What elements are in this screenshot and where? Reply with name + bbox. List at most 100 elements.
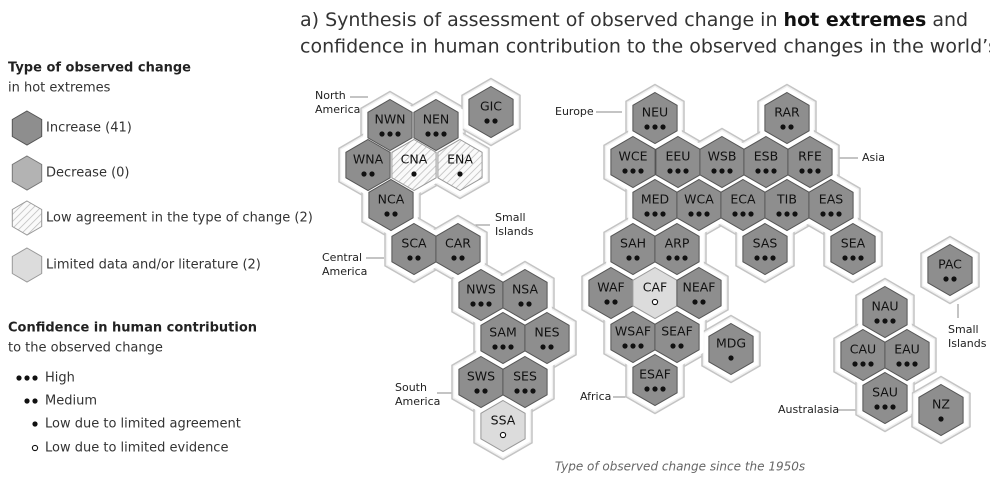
region-label: RFE bbox=[798, 149, 822, 164]
region-label: SAM bbox=[489, 325, 517, 340]
area-label: Islands bbox=[495, 225, 534, 238]
region: CAR bbox=[435, 222, 481, 276]
region: RAR bbox=[764, 91, 810, 145]
confidence-dot bbox=[395, 131, 401, 137]
region-hex bbox=[345, 138, 391, 192]
confidence-dot bbox=[478, 301, 484, 307]
confidence-dot bbox=[652, 124, 658, 130]
region: ESB bbox=[743, 135, 789, 189]
region-label: ECA bbox=[730, 192, 756, 207]
confidence-dot bbox=[470, 301, 476, 307]
region: NWS bbox=[458, 268, 504, 322]
legend-subheading: to the observed change bbox=[8, 341, 163, 356]
confidence-dot bbox=[622, 168, 628, 174]
confidence-dot bbox=[451, 255, 457, 261]
area-label: Australasia bbox=[778, 403, 839, 416]
confidence-dot bbox=[667, 168, 673, 174]
confidence-dot bbox=[548, 344, 554, 350]
region-label: NEU bbox=[642, 105, 668, 120]
title-line-2: confidence in human contribution to the … bbox=[300, 36, 990, 58]
region-hex bbox=[413, 98, 459, 152]
confidence-dot bbox=[474, 388, 480, 394]
region-hex bbox=[391, 138, 437, 192]
confidence-dot bbox=[32, 421, 38, 427]
area-label: Asia bbox=[862, 151, 885, 164]
region: WCE bbox=[610, 135, 656, 189]
region-hex bbox=[632, 353, 678, 407]
region-label: EAU bbox=[894, 342, 920, 357]
confidence-dot bbox=[700, 299, 706, 305]
legend-label: Increase (41) bbox=[46, 121, 132, 136]
region: PAC bbox=[927, 243, 973, 297]
confidence-dot bbox=[526, 301, 532, 307]
confidence-dot bbox=[638, 168, 644, 174]
region-label: SCA bbox=[401, 236, 427, 251]
region-hex bbox=[367, 98, 413, 152]
title-line-1: a) Synthesis of assessment of observed c… bbox=[300, 9, 968, 31]
region: GIC bbox=[468, 85, 514, 139]
region-label: ESAF bbox=[639, 367, 671, 382]
region-label: NWN bbox=[374, 112, 405, 127]
region: SEAF bbox=[654, 310, 700, 364]
region-label: ENA bbox=[447, 152, 473, 167]
region: SAH bbox=[610, 222, 656, 276]
region: ARP bbox=[654, 222, 700, 276]
region-label: WSB bbox=[708, 149, 737, 164]
confidence-dot bbox=[704, 211, 710, 217]
region-hex bbox=[787, 135, 833, 189]
confidence-dot bbox=[626, 255, 632, 261]
region-hex bbox=[468, 85, 514, 139]
area-label: South bbox=[395, 381, 427, 394]
confidence-dot bbox=[32, 375, 38, 381]
confidence-dot bbox=[784, 211, 790, 217]
area-label: America bbox=[395, 395, 440, 408]
region-label: MED bbox=[641, 192, 669, 207]
region-hex bbox=[632, 91, 678, 145]
confidence-dot bbox=[762, 255, 768, 261]
area-label: Africa bbox=[580, 390, 611, 403]
confidence-dot bbox=[384, 211, 390, 217]
region-hex bbox=[676, 266, 722, 320]
confidence-dot bbox=[683, 168, 689, 174]
confidence-dot bbox=[630, 343, 636, 349]
region: NEAF bbox=[676, 266, 722, 320]
confidence-dot bbox=[484, 118, 490, 124]
region: NSA bbox=[502, 268, 548, 322]
confidence-dot bbox=[660, 211, 666, 217]
legend-hex bbox=[11, 200, 43, 236]
region-label: EEU bbox=[666, 149, 691, 164]
confidence-dot bbox=[874, 318, 880, 324]
confidence-dot bbox=[630, 168, 636, 174]
region-hex bbox=[808, 178, 854, 232]
confidence-dot bbox=[644, 211, 650, 217]
confidence-dot bbox=[652, 386, 658, 392]
confidence-dot bbox=[369, 171, 375, 177]
confidence-dot bbox=[522, 388, 528, 394]
region-label: WCE bbox=[619, 149, 648, 164]
confidence-dot bbox=[604, 299, 610, 305]
confidence-dot bbox=[644, 386, 650, 392]
confidence-dot bbox=[852, 361, 858, 367]
confidence-dot bbox=[943, 276, 949, 282]
legend-heading: Type of observed change bbox=[8, 61, 191, 76]
confidence-dot bbox=[788, 124, 794, 130]
confidence-dot bbox=[675, 168, 681, 174]
region-label: GIC bbox=[480, 99, 502, 114]
region-hex bbox=[884, 328, 930, 382]
confidence-dot bbox=[651, 298, 659, 306]
legend-subheading: in hot extremes bbox=[8, 81, 111, 96]
confidence-dot bbox=[674, 255, 680, 261]
confidence-dot bbox=[486, 301, 492, 307]
region: CNA bbox=[391, 138, 437, 192]
confidence-dot bbox=[696, 211, 702, 217]
region-label: WNA bbox=[353, 152, 384, 167]
region: TIB bbox=[764, 178, 810, 232]
legend-label: Low due to limited evidence bbox=[45, 441, 228, 456]
region: SWS bbox=[458, 355, 504, 409]
confidence-dot bbox=[482, 388, 488, 394]
region: EAU bbox=[884, 328, 930, 382]
region: SAM bbox=[480, 311, 526, 365]
confidence-dot bbox=[441, 131, 447, 137]
legend-heading: Confidence in human contribution bbox=[8, 321, 257, 336]
